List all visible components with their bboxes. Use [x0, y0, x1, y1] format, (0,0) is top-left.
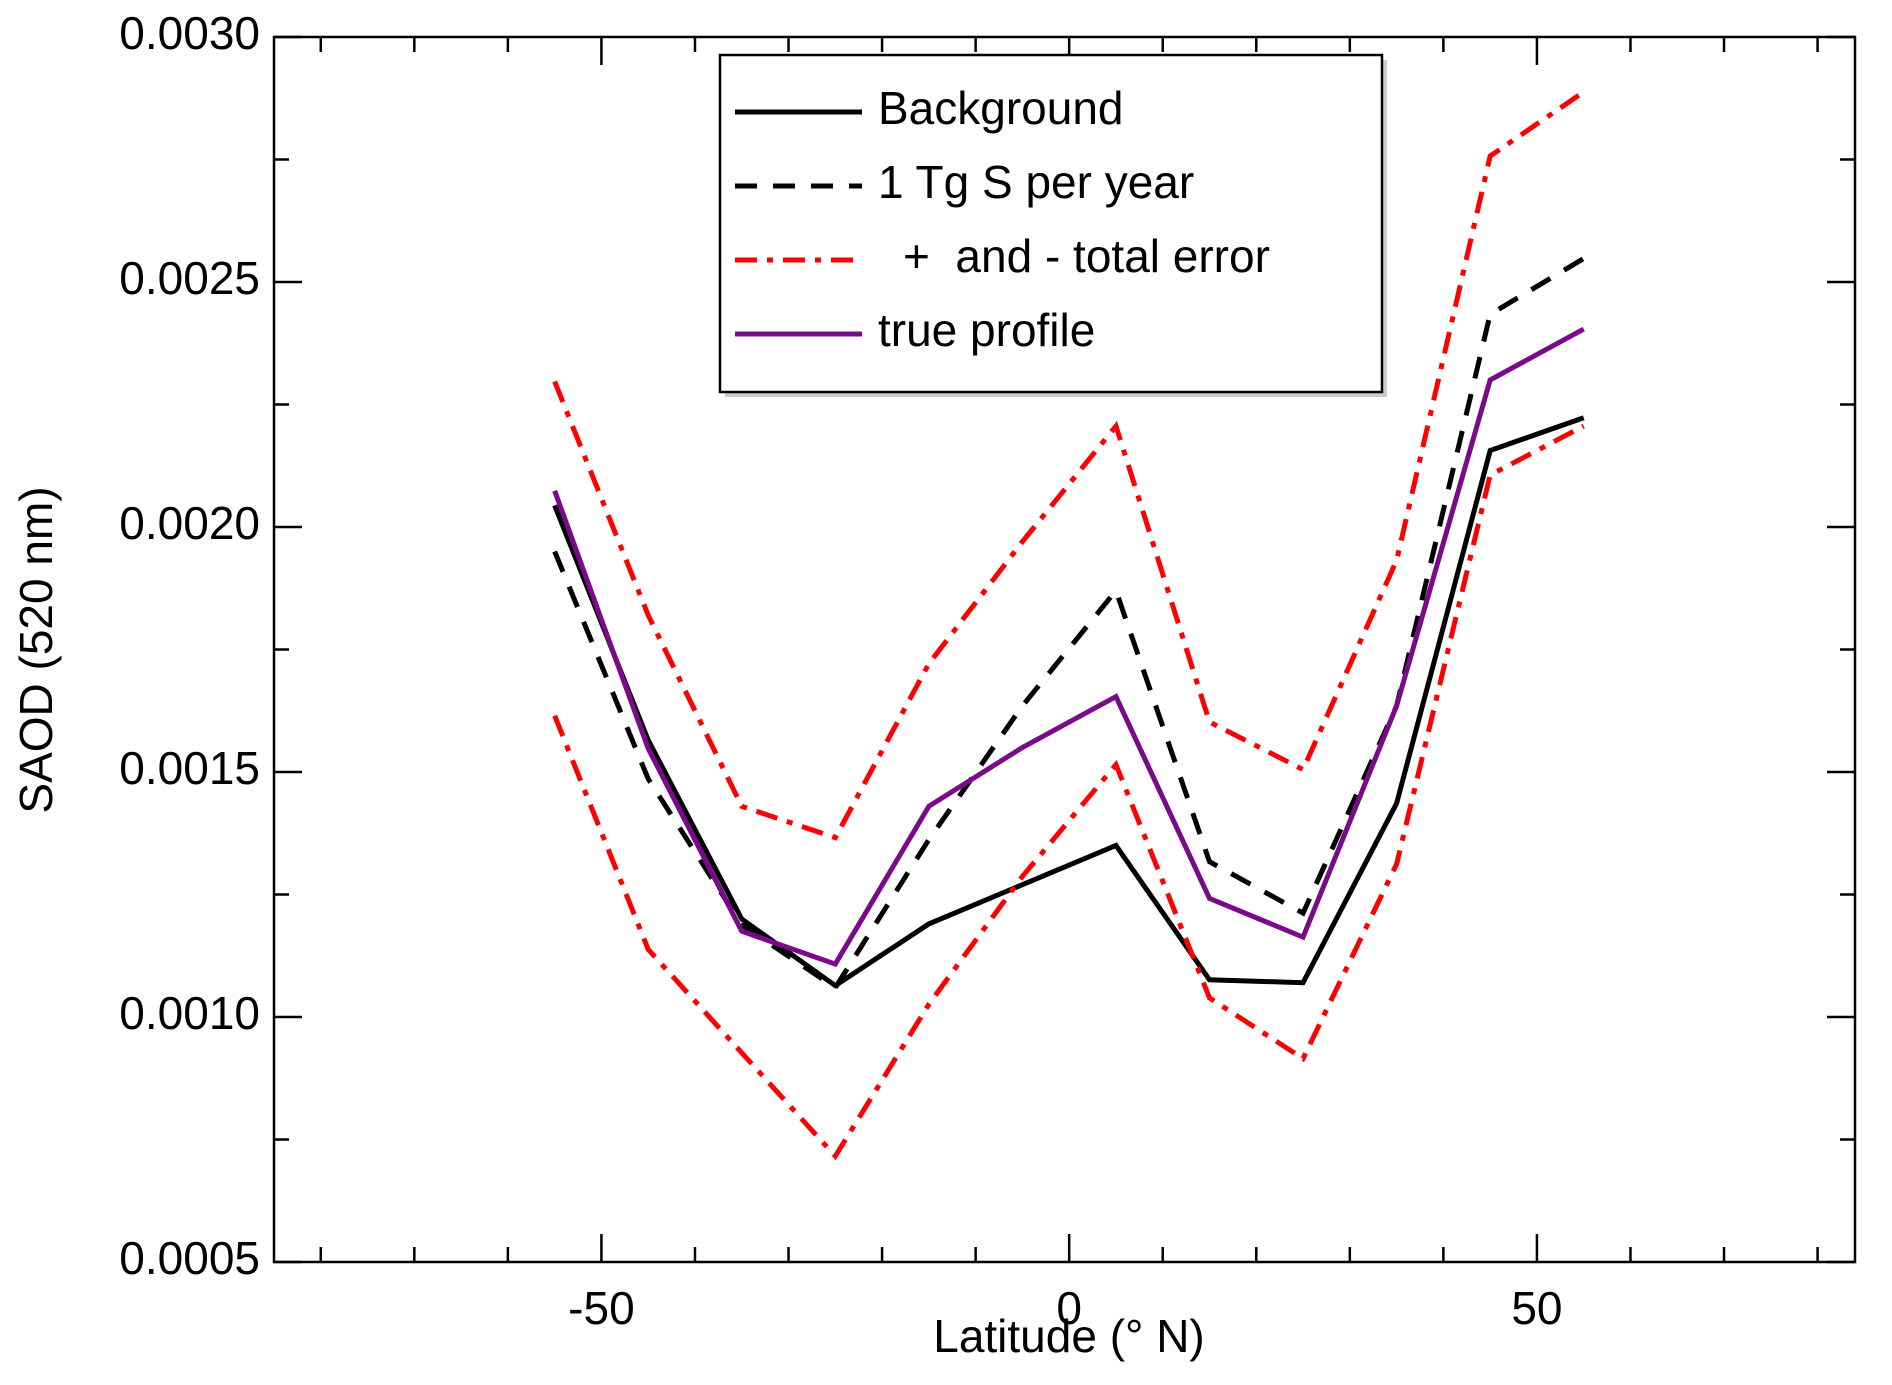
x-tick-label: -50 [568, 1282, 634, 1334]
legend-label: true profile [878, 304, 1095, 356]
legend-label: Background [878, 82, 1124, 134]
legend-label: + and - total error [903, 230, 1270, 282]
series-line [552, 89, 1586, 841]
y-axis-label: SAOD (520 nm) [10, 486, 62, 813]
x-axis-label: Latitude (° N) [933, 1310, 1205, 1362]
series-line [552, 415, 1585, 989]
x-tick-label: 50 [1511, 1282, 1562, 1334]
series-line [552, 423, 1585, 1161]
y-tick-label: 0.0015 [119, 742, 260, 794]
legend-label: 1 Tg S per year [878, 156, 1194, 208]
y-tick-label: 0.0020 [119, 497, 260, 549]
y-tick-label: 0.0030 [119, 7, 260, 59]
series-line [552, 326, 1585, 968]
y-tick-label: 0.0005 [119, 1232, 260, 1284]
y-tick-label: 0.0010 [119, 987, 260, 1039]
y-tick-label: 0.0025 [119, 252, 260, 304]
x-tick-label: 0 [1056, 1282, 1082, 1334]
